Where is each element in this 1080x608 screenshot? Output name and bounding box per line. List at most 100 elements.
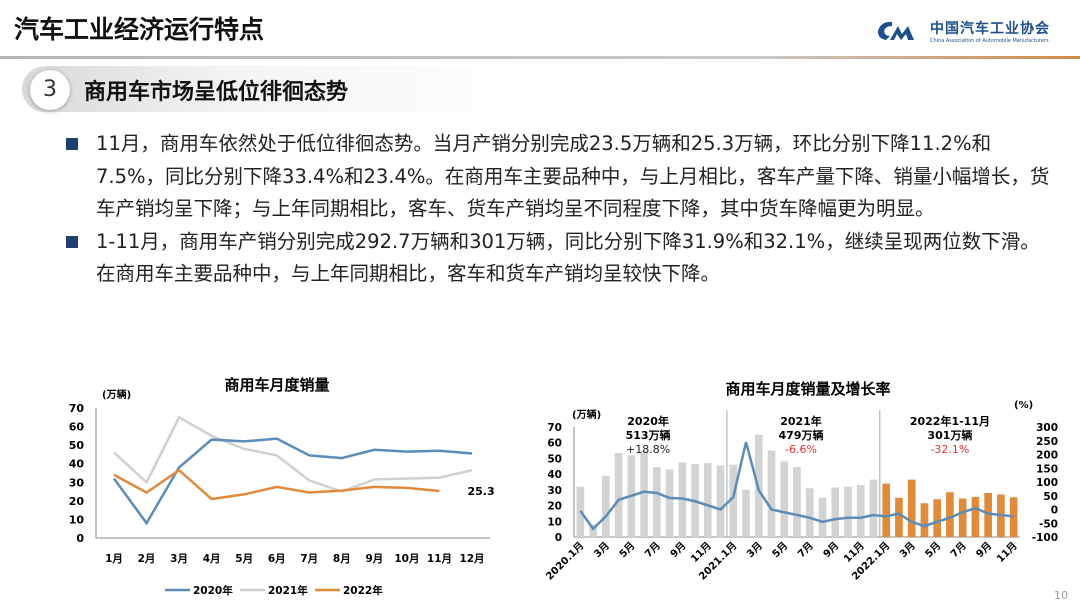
legend-label: 2020年 xyxy=(193,584,233,597)
y-tick-label: 70 xyxy=(547,422,562,434)
x-tick-label: 11月 xyxy=(994,540,1019,565)
x-tick-label: 5月 xyxy=(617,540,637,560)
annotation-total: 513万辆 xyxy=(626,428,671,442)
bar-2020 xyxy=(589,524,597,537)
y-tick-label: 10 xyxy=(547,516,562,528)
cam-logo-icon xyxy=(878,21,914,40)
x-tick-label: 9月 xyxy=(365,553,383,565)
section-title: 商用车市场呈低位徘徊态势 xyxy=(84,80,349,105)
x-tick-label: 6月 xyxy=(268,553,286,565)
y-axis-unit: (万辆) xyxy=(102,388,131,401)
legend-label: 2022年 xyxy=(343,584,383,597)
annotation-growth: -6.6% xyxy=(785,443,817,456)
data-label: 25.3 xyxy=(467,485,494,498)
x-tick-label: 1月 xyxy=(105,553,123,565)
bar-2021 xyxy=(780,461,789,537)
y-tick-label: 50 xyxy=(547,453,562,465)
bar-2022 xyxy=(946,492,954,537)
bar-2022 xyxy=(882,483,891,537)
y-axis-unit: (万辆) xyxy=(572,408,601,421)
x-tick-label: 3月 xyxy=(170,553,188,565)
bar-2022 xyxy=(907,479,916,537)
x-tick-label: 12月 xyxy=(459,553,484,565)
logo-text-cn: 中国汽车工业协会 xyxy=(930,21,1050,37)
logo-text-en: China Association of Automobile Manufact… xyxy=(930,38,1049,44)
x-tick-label: 7月 xyxy=(642,540,662,560)
y-tick-label: 60 xyxy=(547,438,562,450)
x-tick-label: 10月 xyxy=(394,553,419,565)
x-tick-label: 5月 xyxy=(235,553,253,565)
bar-2021 xyxy=(729,464,738,537)
x-tick-label: 7月 xyxy=(948,540,968,560)
bar-2020 xyxy=(665,469,674,537)
bar-2022 xyxy=(920,503,929,537)
annotation-year: 2020年 xyxy=(627,414,669,428)
bullet-item: 11月，商用车依然处于低位徘徊态势。当月产销分别完成23.5万辆和25.3万辆，… xyxy=(62,128,1052,226)
series-line-2020年 xyxy=(112,437,473,526)
bar-2021 xyxy=(818,497,827,537)
header-divider xyxy=(0,56,1080,59)
chart-title: 商用车月度销量 xyxy=(224,376,329,394)
bar-2021 xyxy=(767,450,776,537)
y-tick-label: 70 xyxy=(69,402,85,415)
bar-2020 xyxy=(614,452,623,537)
bullet-list: 11月，商用车依然处于低位徘徊态势。当月产销分别完成23.5万辆和25.3万辆，… xyxy=(62,128,1052,291)
x-tick-label: 8月 xyxy=(333,553,351,565)
y-tick-label: 40 xyxy=(547,469,562,481)
y-tick-label: 30 xyxy=(547,485,562,497)
annotation-year: 2021年 xyxy=(780,414,822,428)
x-tick-label: 3月 xyxy=(744,540,764,560)
bar-2022 xyxy=(933,499,941,537)
y2-tick-label: 200 xyxy=(1036,450,1058,462)
x-tick-label: 11月 xyxy=(427,553,452,565)
bar-2021 xyxy=(844,486,852,537)
y-tick-label: 60 xyxy=(69,421,85,434)
x-tick-label: 9月 xyxy=(974,540,994,560)
annotation-year: 2022年1-11月 xyxy=(910,414,990,428)
bullet-text: 1-11月，商用车产销分别完成292.7万辆和301万辆，同比分别下降31.9%… xyxy=(96,229,1040,286)
x-tick-label: 5月 xyxy=(770,540,790,560)
monthly-sales-line-chart: 商用车月度销量 (万辆) 0 10 20 30 40 50 60 70 1月 2月 3月 4月 5月 6月 7月… xyxy=(69,376,495,597)
bar-2022 xyxy=(895,497,903,537)
bar-2020 xyxy=(716,465,725,537)
bar-2022 xyxy=(958,498,967,537)
caam-logo: 中国汽车工业协会 China Association of Automobile … xyxy=(872,18,1050,44)
bar-2021 xyxy=(742,489,750,537)
x-tick-label: 2020.1月 xyxy=(544,540,587,583)
y-tick-label: 50 xyxy=(69,439,85,452)
bar-2021 xyxy=(856,485,865,537)
y-tick-label: 0 xyxy=(76,532,84,545)
x-tick-label: 3月 xyxy=(897,540,917,560)
bar-2021 xyxy=(831,487,840,537)
bar-2020 xyxy=(640,450,648,537)
annotation-total: 301万辆 xyxy=(927,428,972,442)
square-bullet-icon xyxy=(66,235,78,248)
x-tick-label: 5月 xyxy=(923,540,943,560)
y-tick-label: 20 xyxy=(69,495,85,508)
y-tick-label: 30 xyxy=(69,476,85,489)
series-line-2021年 xyxy=(113,415,473,493)
y2-tick-label: -50 xyxy=(1039,518,1058,530)
bar-2021 xyxy=(805,488,814,537)
slide-title: 汽车工业经济运行特点 xyxy=(14,15,265,44)
bullet-text: 11月，商用车依然处于低位徘徊态势。当月产销分别完成23.5万辆和25.3万辆，… xyxy=(96,132,1050,220)
bullet-item: 1-11月，商用车产销分别完成292.7万辆和301万辆，同比分别下降31.9%… xyxy=(62,226,1052,291)
y2-axis-unit: (%) xyxy=(1014,400,1033,411)
x-tick-label: 9月 xyxy=(668,540,688,560)
x-tick-label: 7月 xyxy=(795,540,815,560)
bar-2020 xyxy=(602,475,610,537)
page-number: 10 xyxy=(1054,589,1068,602)
bar-2022 xyxy=(1009,497,1018,537)
y2-tick-label: 300 xyxy=(1036,422,1058,434)
bar-2020 xyxy=(703,463,712,537)
y2-tick-label: 0 xyxy=(1051,505,1058,517)
x-tick-label: 7月 xyxy=(300,553,318,565)
y2-tick-label: 50 xyxy=(1043,491,1058,503)
y-tick-label: 40 xyxy=(69,458,85,471)
y-tick-label: 0 xyxy=(555,532,562,544)
bar-2022 xyxy=(984,493,992,537)
y2-tick-label: 250 xyxy=(1036,436,1058,448)
bar-2021 xyxy=(869,479,878,537)
section-number: 3 xyxy=(30,70,70,110)
annotation-growth: -32.1% xyxy=(930,443,969,456)
